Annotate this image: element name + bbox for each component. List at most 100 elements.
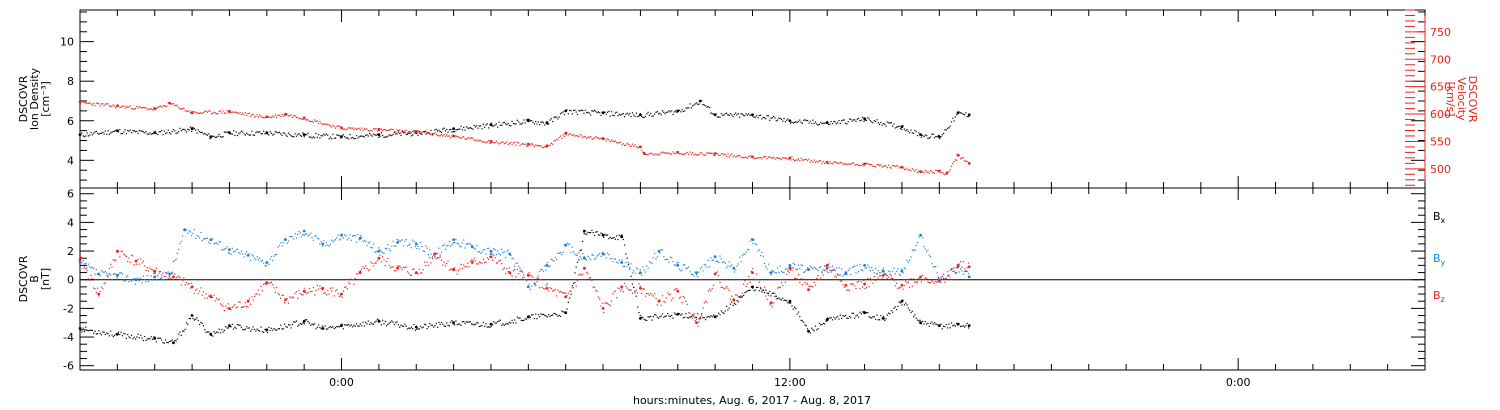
bz-series-trace-dot xyxy=(488,258,490,260)
bz-series-trace-dot xyxy=(709,288,711,290)
by-series-trace-dot xyxy=(261,259,263,261)
bz-series-trace-dot xyxy=(284,302,286,304)
density-series-trace-dot xyxy=(180,130,182,132)
bx-series-trace-dot xyxy=(723,312,725,315)
by-series-trace-dot xyxy=(182,235,184,237)
by-series-trace-dot xyxy=(83,263,86,265)
by-series-trace-dot xyxy=(522,277,524,279)
velocity-series-trace-dot xyxy=(216,113,218,115)
bx-series-trace-dot xyxy=(848,315,851,317)
bx-series-trace-dot xyxy=(298,324,300,326)
density-series-trace-dot xyxy=(692,105,694,107)
by-series-trace-dot xyxy=(467,243,469,245)
density-series-trace-dot xyxy=(770,117,772,119)
by-series-trace-dot xyxy=(180,240,182,243)
density-series-trace-dot xyxy=(601,111,603,113)
bx-series-trace-dot xyxy=(413,323,415,326)
by-series-trace-dot xyxy=(596,255,598,257)
bx-series-trace-dot xyxy=(260,326,262,328)
bx-series-trace-dot xyxy=(151,338,154,340)
by-series-trace-dot xyxy=(476,244,478,247)
velocity-series-trace-dot xyxy=(358,127,360,129)
velocity-series-trace-dot xyxy=(365,128,367,130)
velocity-series-trace-dot xyxy=(231,111,233,113)
bx-series-trace-dot xyxy=(148,338,150,340)
by-series-trace-dot xyxy=(680,270,682,272)
bz-series-trace-dot xyxy=(839,280,841,282)
bx-series-trace-dot xyxy=(808,331,810,333)
bx-series-trace-dot xyxy=(103,331,105,333)
density-series-trace-dot xyxy=(172,129,174,131)
bz-series-trace-dot xyxy=(906,282,908,284)
bz-series-trace-dot xyxy=(116,251,118,253)
bz-series-trace-dot xyxy=(192,285,194,287)
by-series-trace-dot xyxy=(672,260,674,263)
density-series-trace-dot xyxy=(658,113,660,115)
by-series-trace-dot xyxy=(363,239,365,241)
velocity-series-trace-dot xyxy=(886,167,888,169)
bx-series-trace-dot xyxy=(303,323,305,325)
bx-series-trace-dot xyxy=(170,340,172,342)
bz-series-trace-dot xyxy=(264,282,266,285)
by-series-trace-dot xyxy=(446,245,448,247)
velocity-series-trace-dot xyxy=(161,106,163,108)
density-series-trace-dot xyxy=(957,111,959,114)
bz-series-trace-dot xyxy=(780,282,783,284)
bx-series-trace-dot xyxy=(171,339,173,341)
bx-series-point xyxy=(967,324,971,327)
velocity-series-trace-dot xyxy=(593,137,596,139)
by-series-trace-dot xyxy=(737,263,739,265)
bx-series-trace-dot xyxy=(446,322,448,324)
by-series-trace-dot xyxy=(614,258,616,260)
velocity-series-trace-dot xyxy=(367,130,369,132)
by-series-trace-dot xyxy=(341,233,343,235)
bz-series-trace-dot xyxy=(587,273,589,275)
velocity-series-trace-dot xyxy=(166,105,168,107)
bz-series-trace-dot xyxy=(353,283,355,285)
bx-series-trace-dot xyxy=(933,322,936,324)
bz-series-trace-dot xyxy=(901,283,903,286)
by-series-trace-dot xyxy=(822,269,824,271)
velocity-series-trace-dot xyxy=(813,159,815,161)
density-series-trace-dot xyxy=(451,131,453,133)
by-series-trace-dot xyxy=(567,243,569,245)
bx-series-trace-dot xyxy=(833,316,835,318)
bx-series-trace-dot xyxy=(120,331,122,333)
bx-series-trace-dot xyxy=(558,314,560,316)
velocity-series-trace-dot xyxy=(162,105,164,107)
bz-series-trace-dot xyxy=(808,285,810,287)
bx-series-trace-dot xyxy=(417,328,419,330)
by-series-trace-dot xyxy=(794,263,796,265)
velocity-series-trace-dot xyxy=(885,165,887,167)
velocity-series-trace-dot xyxy=(378,130,380,132)
velocity-series-trace-dot xyxy=(393,131,395,133)
bz-series-trace-dot xyxy=(680,296,682,298)
density-series-trace-dot xyxy=(537,121,539,123)
by-series-trace-dot xyxy=(514,265,516,268)
bx-series-trace-dot xyxy=(344,324,346,326)
bz-series-trace-dot xyxy=(939,279,941,281)
by-series-trace-dot xyxy=(465,243,467,245)
bx-series-trace-dot xyxy=(337,326,339,328)
density-series-trace-dot xyxy=(253,134,256,136)
by-series-trace-dot xyxy=(850,273,852,276)
bx-series-trace-dot xyxy=(127,334,129,336)
bz-series-trace-dot xyxy=(570,290,572,292)
bx-series-trace-dot xyxy=(617,239,619,241)
velocity-series-trace-dot xyxy=(916,171,919,173)
bx-series-trace-dot xyxy=(332,326,334,328)
velocity-series-trace-dot xyxy=(896,165,898,167)
density-series-trace-dot xyxy=(864,119,866,121)
by-series-trace-dot xyxy=(405,238,407,241)
by-series-trace-dot xyxy=(880,272,882,274)
bz-series-point xyxy=(601,307,605,310)
by-series-trace-dot xyxy=(345,235,347,237)
bz-series-trace-dot xyxy=(409,274,411,276)
bz-series-trace-dot xyxy=(604,302,606,304)
by-series-trace-dot xyxy=(257,259,259,261)
velocity-series-trace-dot xyxy=(901,167,903,169)
by-series-trace-dot xyxy=(148,280,150,283)
density-series-trace-dot xyxy=(323,133,325,135)
bx-series-trace-dot xyxy=(856,314,858,316)
density-series-trace-dot xyxy=(141,130,143,132)
